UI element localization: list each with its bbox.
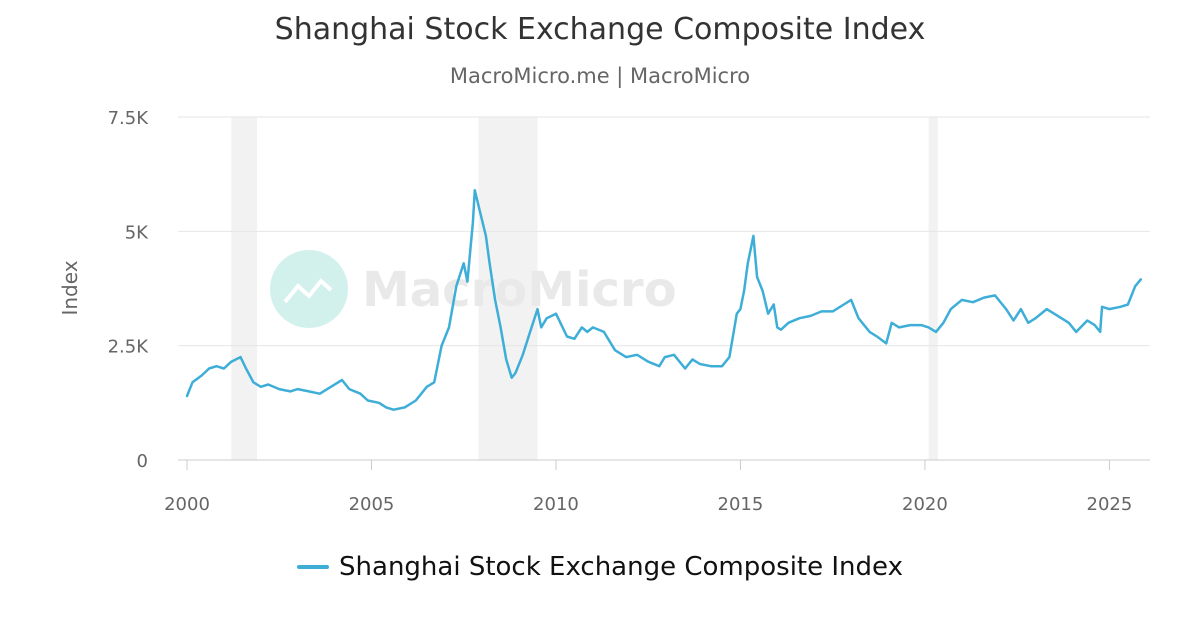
x-tick-labels: 2000 2005 2010 2015 2020 2025: [164, 494, 1132, 515]
legend-swatch: [297, 565, 330, 569]
y-tick-label-1: 2.5K: [108, 337, 150, 358]
y-tick-label-2: 5K: [125, 222, 149, 243]
x-tick-label-0: 2000: [164, 494, 210, 515]
chart-subtitle: MacroMicro.me | MacroMicro: [449, 64, 751, 88]
chart-title: Shanghai Stock Exchange Composite Index: [274, 12, 926, 47]
recession-bands: [231, 117, 938, 460]
legend[interactable]: Shanghai Stock Exchange Composite Index: [0, 552, 1200, 582]
watermark-trend-icon: [283, 278, 333, 304]
y-axis-title: Index: [58, 260, 82, 315]
x-tick-label-2: 2010: [533, 494, 579, 515]
y-tick-labels: 0 2.5K 5K 7.5K: [108, 108, 150, 472]
series-group: [185, 188, 1143, 411]
x-tick-label-1: 2005: [349, 494, 395, 515]
y-tick-label-0: 0: [137, 451, 148, 472]
legend-label: Shanghai Stock Exchange Composite Index: [339, 552, 903, 582]
y-tick-label-3: 7.5K: [108, 108, 150, 129]
recession-band-0: [231, 117, 258, 460]
recession-band-1: [478, 117, 538, 460]
watermark-text: MacroMicro: [362, 262, 677, 318]
watermark-logo-icon: [270, 250, 348, 328]
axes: [178, 459, 1150, 470]
series-line-0[interactable]: [185, 188, 1143, 411]
watermark: MacroMicro: [270, 250, 677, 328]
x-tick-label-3: 2015: [718, 494, 764, 515]
grid-lines: [178, 116, 1150, 347]
recession-band-2: [928, 117, 938, 460]
x-tick-label-5: 2025: [1087, 494, 1133, 515]
x-tick-label-4: 2020: [902, 494, 948, 515]
